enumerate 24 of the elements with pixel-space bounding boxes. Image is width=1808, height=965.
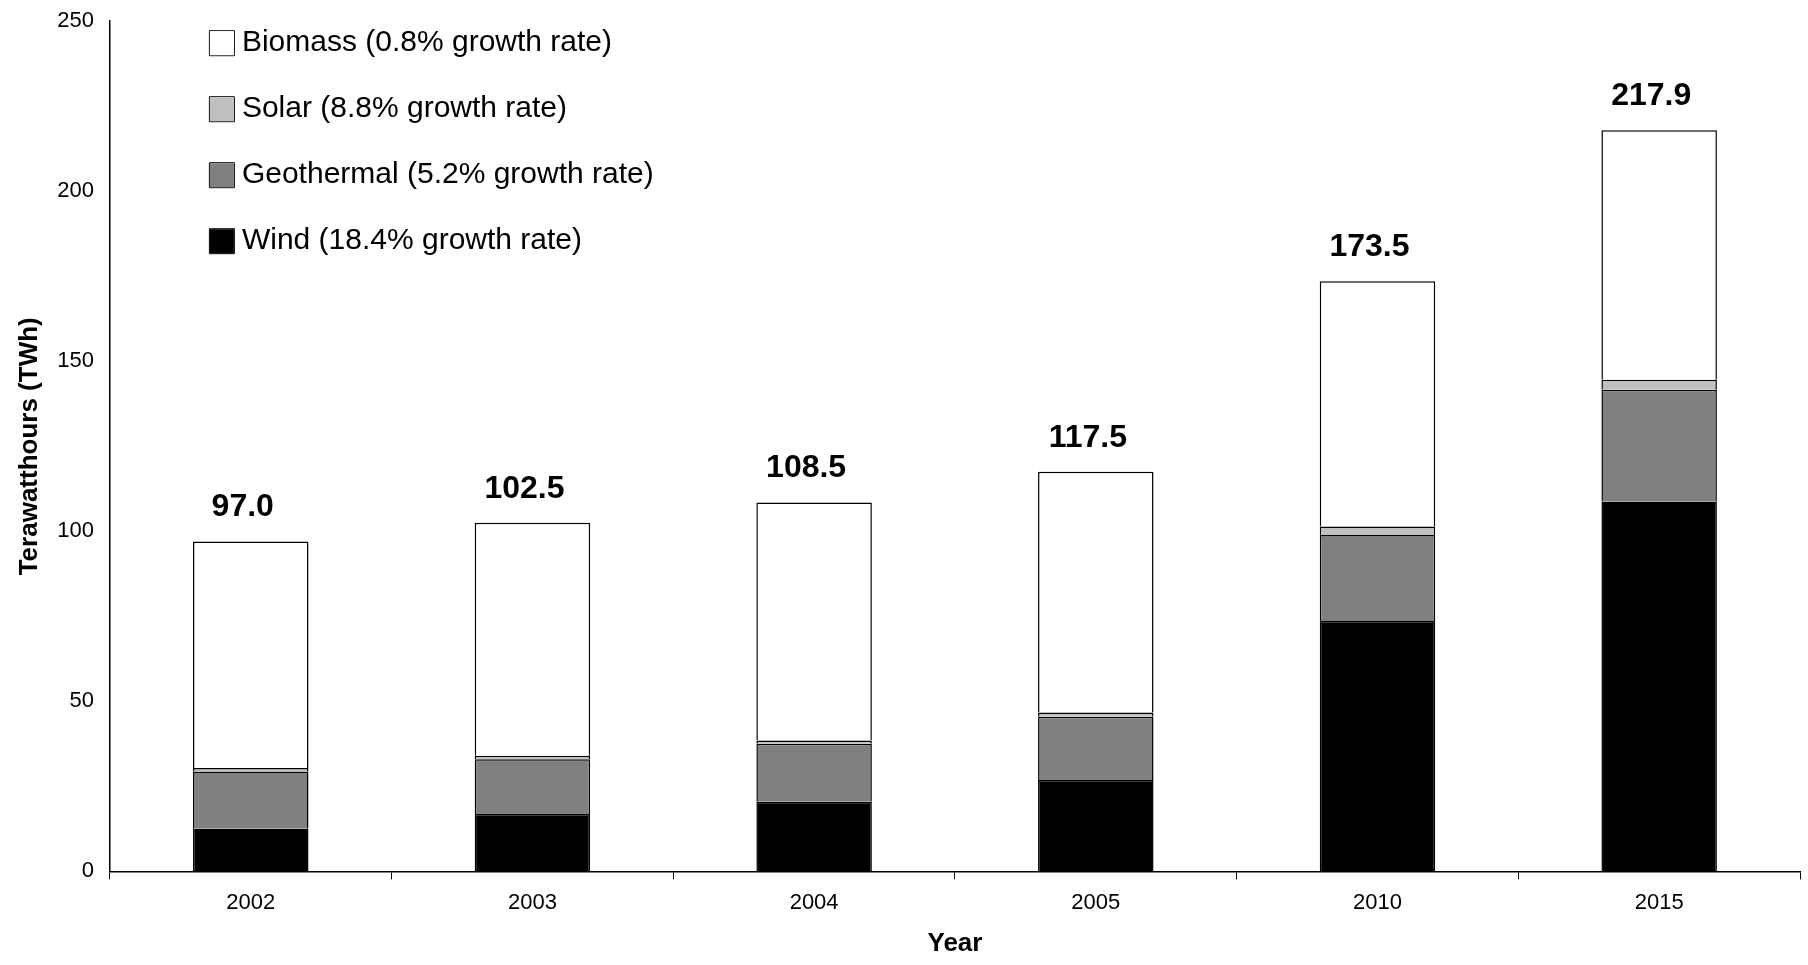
x-tick-label: 2003	[507, 888, 557, 914]
total-label: 117.5	[1048, 417, 1127, 454]
y-tick-label: 100	[57, 517, 94, 543]
y-axis-title: Terawatthours (TWh)	[12, 317, 43, 576]
legend-label: Solar (8.8% growth rate)	[241, 90, 568, 124]
x-tick-label: 2004	[789, 888, 839, 914]
x-tick-label: 2010	[1353, 888, 1402, 914]
x-tick-label: 2015	[1634, 888, 1684, 914]
total-label: 102.5	[484, 468, 565, 505]
y-tick-label: 50	[69, 687, 94, 713]
total-label: 97.0	[211, 487, 274, 524]
total-label: 173.5	[1329, 227, 1410, 264]
x-tick-label: 2005	[1071, 888, 1121, 914]
x-axis-title: Year	[927, 926, 983, 957]
legend-label: Geothermal (5.2% growth rate)	[241, 156, 654, 190]
y-tick-label: 200	[57, 177, 94, 203]
legend-label: Biomass (0.8% growth rate)	[241, 24, 613, 58]
y-tick-label: 150	[57, 347, 94, 373]
total-label: 108.5	[766, 448, 847, 485]
x-tick-label: 2002	[226, 888, 276, 914]
legend-label: Wind (18.4% growth rate)	[241, 222, 583, 256]
y-tick-label: 250	[57, 7, 94, 33]
y-tick-label: 0	[81, 857, 94, 883]
total-label: 217.9	[1611, 76, 1692, 113]
